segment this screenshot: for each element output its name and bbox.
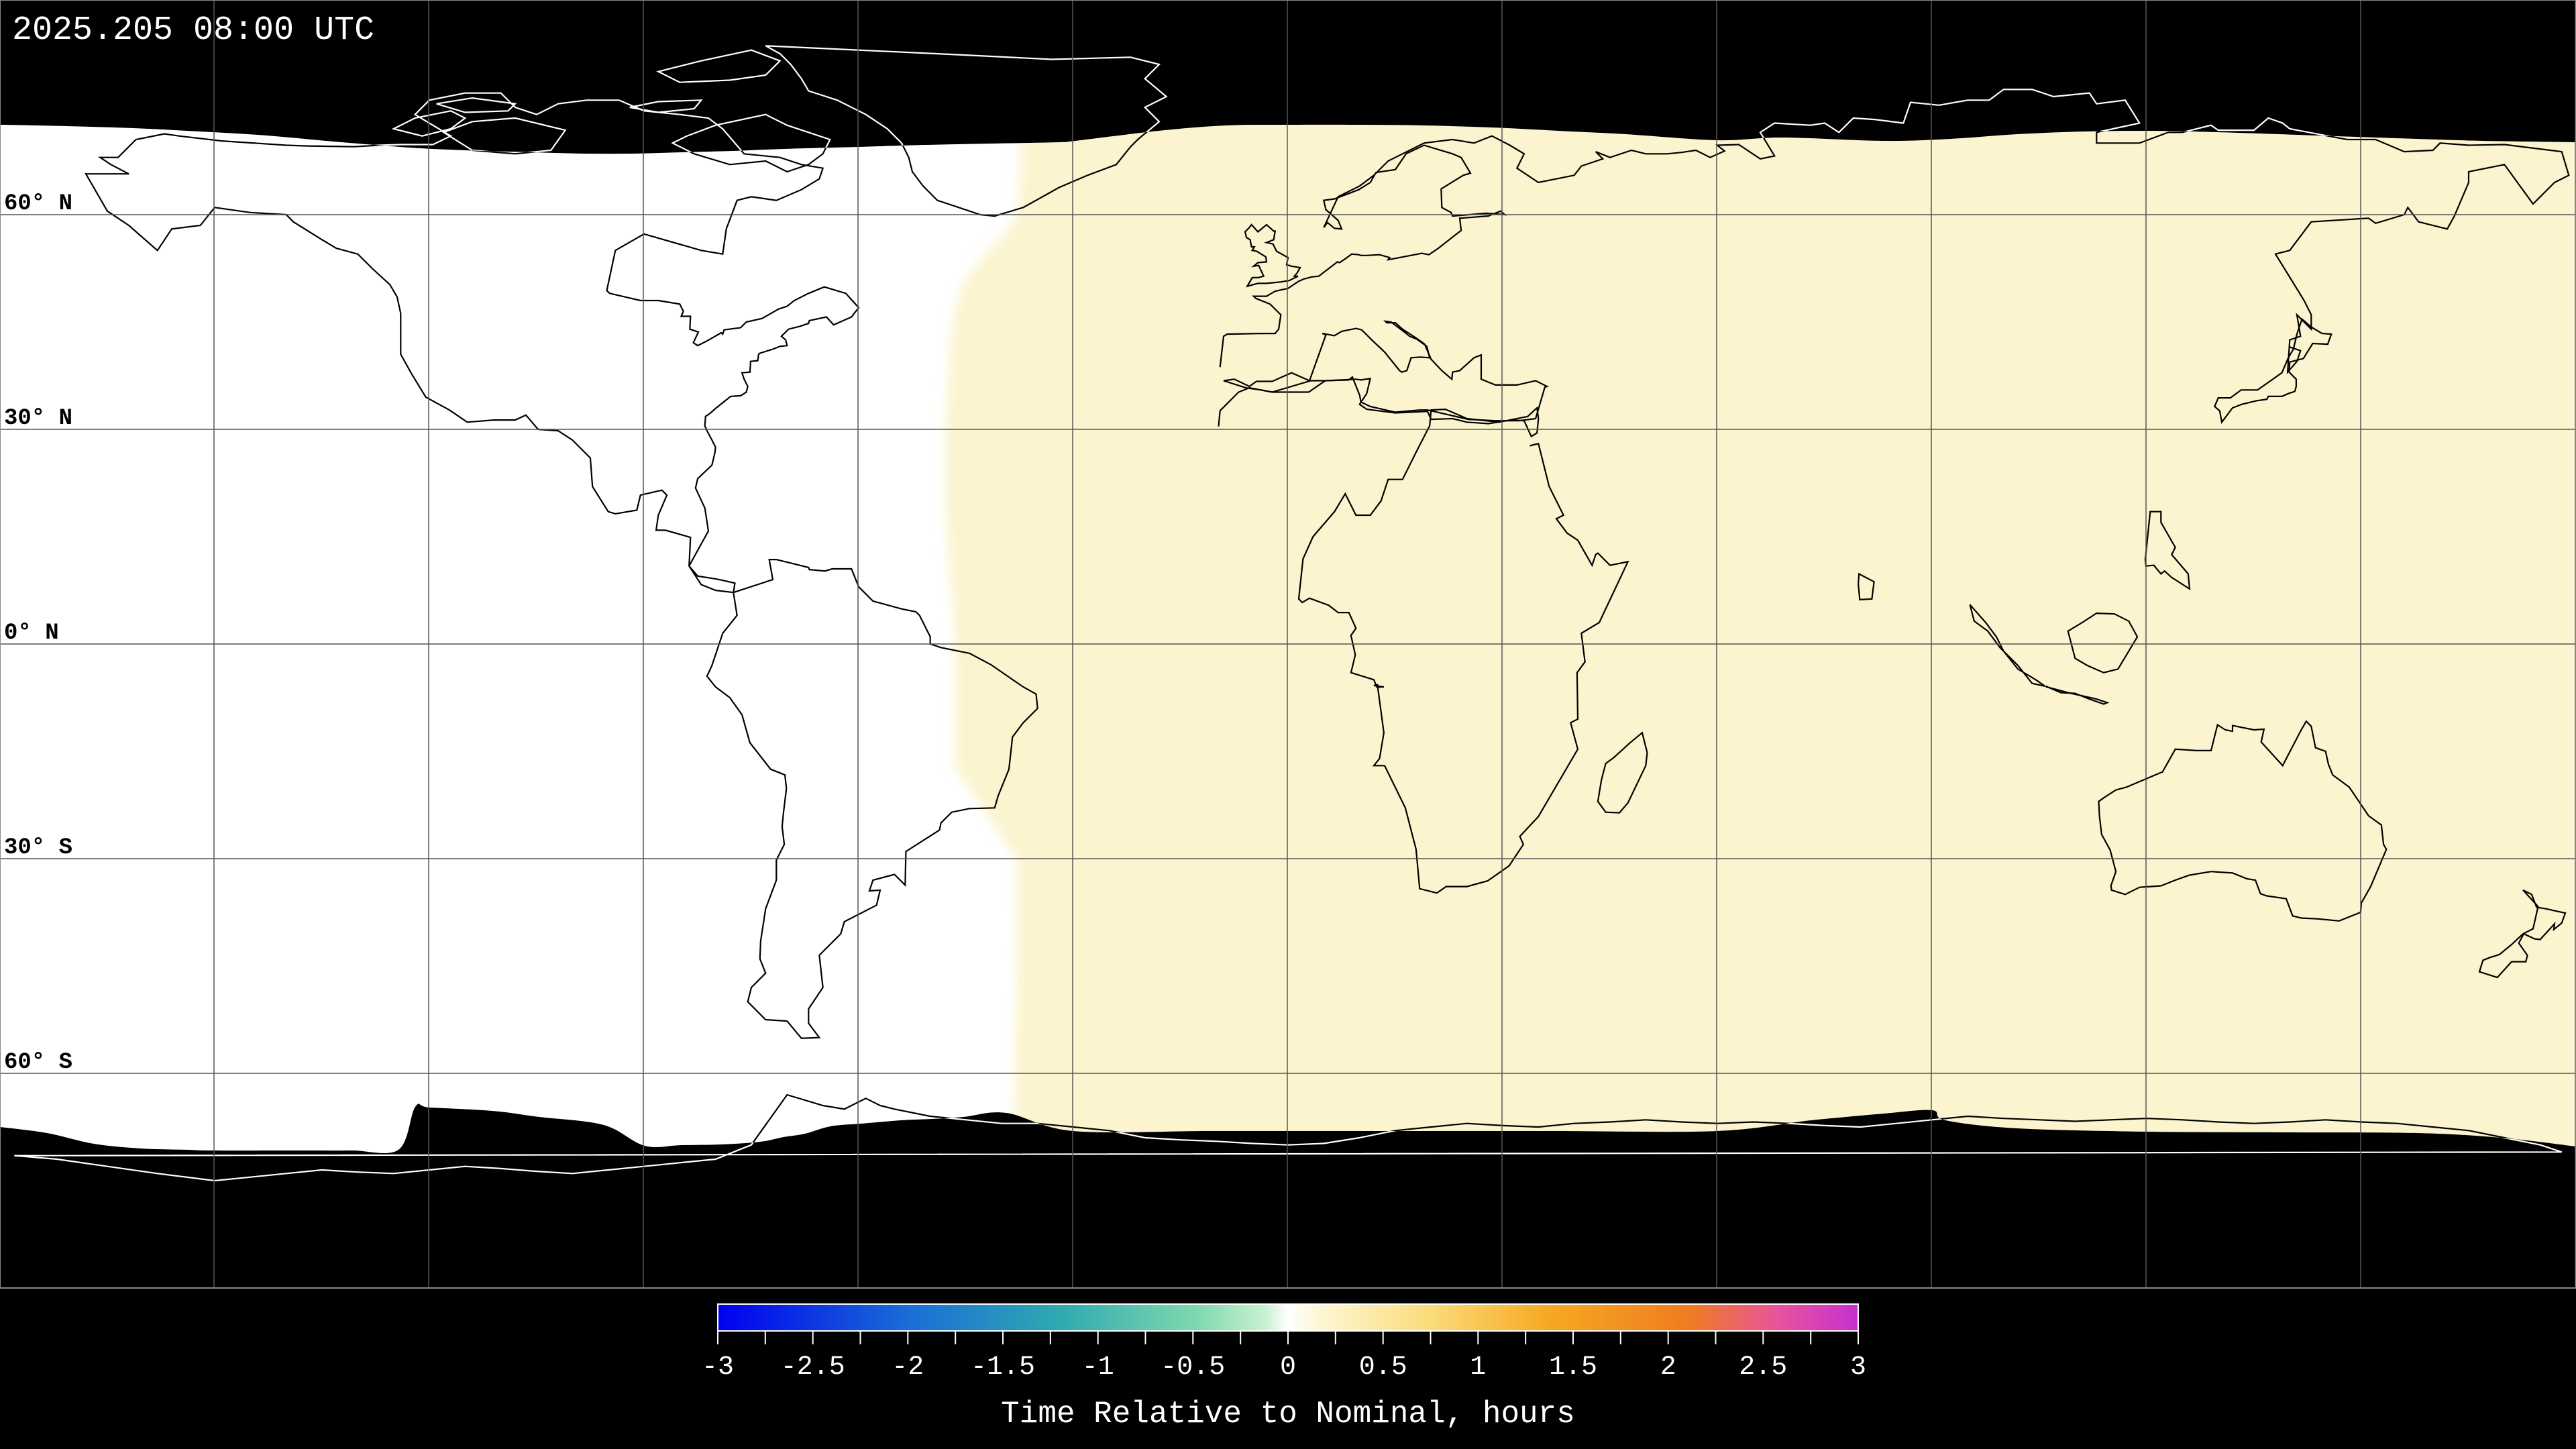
svg-text:2.5: 2.5 xyxy=(1739,1352,1787,1383)
svg-text:60° N: 60° N xyxy=(4,191,72,217)
svg-text:-1.5: -1.5 xyxy=(971,1352,1035,1383)
svg-text:0.5: 0.5 xyxy=(1359,1352,1407,1383)
svg-text:-2.5: -2.5 xyxy=(781,1352,845,1383)
svg-text:1: 1 xyxy=(1470,1352,1486,1383)
svg-text:-0.5: -0.5 xyxy=(1161,1352,1225,1383)
svg-text:30° S: 30° S xyxy=(4,835,72,861)
svg-text:-3: -3 xyxy=(702,1352,734,1383)
svg-text:-1: -1 xyxy=(1082,1352,1114,1383)
svg-text:2: 2 xyxy=(1660,1352,1676,1383)
svg-text:3: 3 xyxy=(1850,1352,1866,1383)
svg-text:60° S: 60° S xyxy=(4,1050,72,1075)
svg-text:0° N: 0° N xyxy=(4,621,59,646)
svg-text:-2: -2 xyxy=(892,1352,924,1383)
svg-text:Time Relative to Nominal, hour: Time Relative to Nominal, hours xyxy=(1001,1397,1575,1432)
svg-text:30° N: 30° N xyxy=(4,406,72,431)
svg-text:1.5: 1.5 xyxy=(1549,1352,1597,1383)
svg-text:2025.205 08:00 UTC: 2025.205 08:00 UTC xyxy=(12,11,374,50)
svg-text:0: 0 xyxy=(1280,1352,1296,1383)
